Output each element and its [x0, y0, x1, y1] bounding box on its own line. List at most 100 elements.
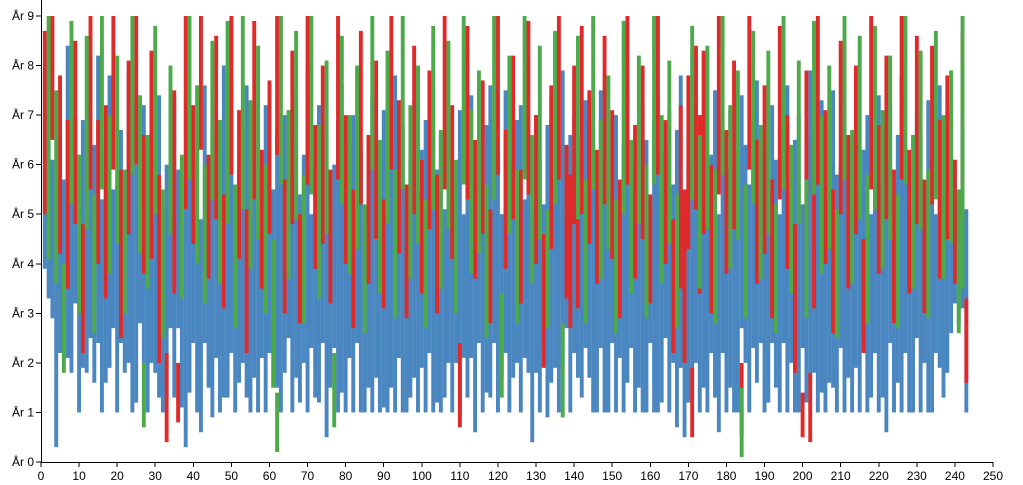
range-bar	[347, 115, 352, 274]
range-bar	[933, 30, 938, 200]
range-bar	[652, 16, 657, 185]
range-bar	[842, 16, 847, 180]
range-bar	[400, 125, 405, 413]
range-bar	[796, 115, 801, 413]
range-bar	[267, 149, 272, 353]
range-bar	[648, 194, 653, 304]
range-bar	[416, 65, 420, 244]
range-bar	[766, 189, 771, 403]
range-bar	[553, 30, 558, 205]
range-bar	[918, 50, 923, 230]
range-bar	[332, 164, 337, 349]
range-bar	[549, 85, 554, 249]
range-bar	[732, 60, 737, 230]
range-bar	[762, 149, 767, 413]
range-bar	[134, 164, 139, 403]
range-bar	[313, 125, 318, 269]
range-bar	[210, 129, 215, 418]
range-bar	[507, 55, 512, 235]
range-bar	[77, 154, 82, 314]
range-bar	[625, 85, 630, 383]
range-bar	[591, 125, 596, 413]
range-bar	[694, 45, 698, 210]
range-bar	[751, 30, 756, 205]
range-bar	[610, 110, 615, 259]
range-bar	[773, 204, 778, 334]
x-tick-label: 100	[412, 469, 432, 483]
range-bar	[709, 164, 714, 314]
range-bar	[206, 154, 211, 279]
range-bar	[366, 134, 371, 284]
range-bar	[423, 199, 428, 329]
range-bar	[739, 95, 744, 329]
range-bar	[141, 362, 146, 428]
range-bar	[762, 85, 767, 254]
x-tick-label: 60	[263, 469, 277, 483]
range-bar	[857, 189, 862, 413]
range-bar	[50, 16, 55, 140]
range-bar	[941, 115, 946, 279]
range-bar	[602, 159, 607, 413]
range-bar	[343, 115, 348, 264]
range-bar	[465, 154, 470, 398]
range-bar	[819, 115, 824, 274]
range-bar	[397, 100, 401, 254]
y-tick-label: År 6	[12, 157, 34, 172]
range-bar	[488, 209, 493, 324]
range-bar	[930, 154, 935, 413]
range-bar	[336, 120, 340, 413]
range-bar	[240, 125, 245, 363]
range-bar	[732, 164, 737, 413]
range-bar	[690, 367, 695, 438]
range-bar	[149, 224, 154, 363]
range-bar	[65, 120, 70, 289]
range-bar	[587, 184, 592, 378]
range-bar	[926, 169, 931, 319]
range-bar	[918, 139, 923, 413]
range-bar	[374, 60, 379, 239]
range-bar	[457, 110, 462, 413]
range-bar	[320, 65, 325, 244]
range-bar	[256, 45, 261, 240]
range-bar	[682, 189, 687, 363]
x-tick-label: 170	[678, 469, 698, 483]
range-bar	[964, 298, 969, 383]
range-bar	[446, 40, 451, 230]
range-bar	[138, 95, 142, 254]
range-bar	[511, 55, 516, 220]
range-bar	[153, 25, 158, 215]
range-bar	[187, 16, 192, 180]
x-tick-label: 70	[301, 469, 315, 483]
range-bar	[553, 179, 558, 368]
range-bar	[621, 20, 626, 215]
range-bar	[903, 179, 908, 353]
range-bar	[84, 35, 89, 230]
range-bar	[789, 144, 794, 294]
range-bar	[857, 35, 862, 220]
y-tick-label: År 4	[12, 256, 34, 271]
range-bar	[907, 149, 912, 294]
range-bar	[636, 55, 641, 225]
range-bar	[903, 16, 908, 185]
range-bar	[747, 16, 752, 170]
range-bar	[842, 110, 847, 413]
range-bar	[290, 50, 295, 225]
range-bar	[351, 189, 356, 329]
range-bar	[720, 16, 725, 175]
range-bar	[465, 25, 470, 200]
range-bar	[88, 16, 93, 190]
range-bar	[450, 105, 455, 259]
range-bar	[381, 199, 386, 309]
range-bar	[522, 16, 527, 180]
range-bar	[252, 159, 257, 378]
range-bar	[823, 199, 828, 413]
range-bar	[914, 35, 919, 225]
range-bar	[496, 16, 500, 175]
range-bar	[560, 323, 565, 418]
range-bar	[248, 100, 253, 269]
range-bar	[933, 214, 938, 353]
range-bar	[198, 219, 203, 433]
range-bar	[214, 35, 219, 220]
x-tick-label: 190	[755, 469, 775, 483]
